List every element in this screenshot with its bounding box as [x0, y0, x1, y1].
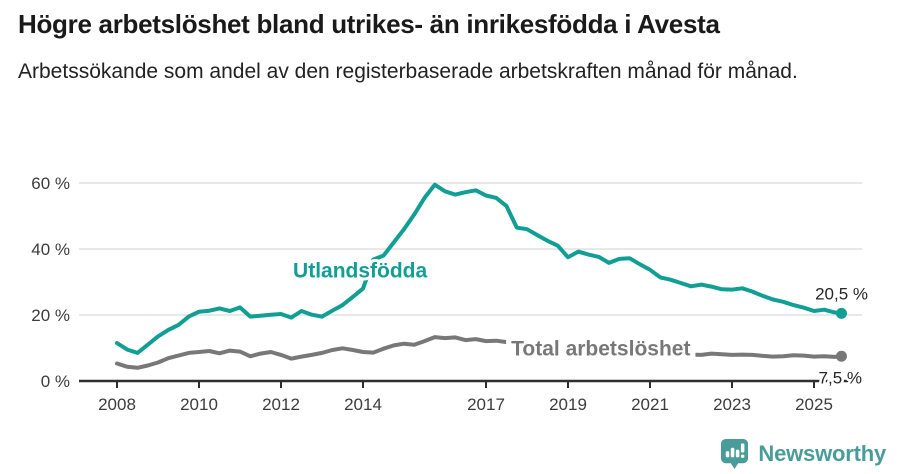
chart-header: Högre arbetslöshet bland utrikes- än inr…	[18, 8, 882, 85]
y-axis-tick-label: 0 %	[41, 372, 70, 391]
series-end-dot	[835, 307, 847, 319]
x-axis-tick-label: 2012	[262, 395, 300, 414]
x-axis-tick-label: 2008	[98, 395, 136, 414]
series-end-value-label: 20,5 %	[815, 284, 868, 303]
series-line-utlandsf-dda	[115, 182, 844, 355]
series-line-total-arbetsl-shet	[115, 335, 844, 370]
newsworthy-pin-barchart-icon	[719, 437, 750, 470]
series-label-total-arbetsl-shet: Total arbetslöshet	[511, 338, 690, 361]
y-axis-tick-label: 60 %	[31, 174, 70, 193]
x-axis-tick-label: 2019	[549, 395, 587, 414]
chart-subtitle: Arbetssökande som andel av den registerb…	[18, 59, 798, 83]
page-title: Högre arbetslöshet bland utrikes- än inr…	[18, 9, 720, 39]
x-axis-tick-label: 2017	[467, 395, 505, 414]
x-axis-tick-label: 2023	[713, 395, 751, 414]
series-label-utlandsf-dda: Utlandsfödda	[293, 259, 427, 282]
x-axis-tick-label: 2014	[344, 395, 382, 414]
x-axis-tick-label: 2010	[180, 395, 218, 414]
y-axis-tick-label: 40 %	[31, 240, 70, 259]
newsworthy-logo[interactable]: Newsworthy	[719, 437, 886, 470]
x-axis-tick-label: 2021	[631, 395, 669, 414]
y-axis-tick-label: 20 %	[31, 306, 70, 325]
series-end-value-label: 7,5 %	[819, 368, 862, 387]
newsworthy-logo-text: Newsworthy	[758, 440, 886, 466]
series-end-dot	[835, 350, 847, 362]
series-label-mask	[506, 335, 696, 363]
x-axis-tick-label: 2025	[795, 395, 833, 414]
